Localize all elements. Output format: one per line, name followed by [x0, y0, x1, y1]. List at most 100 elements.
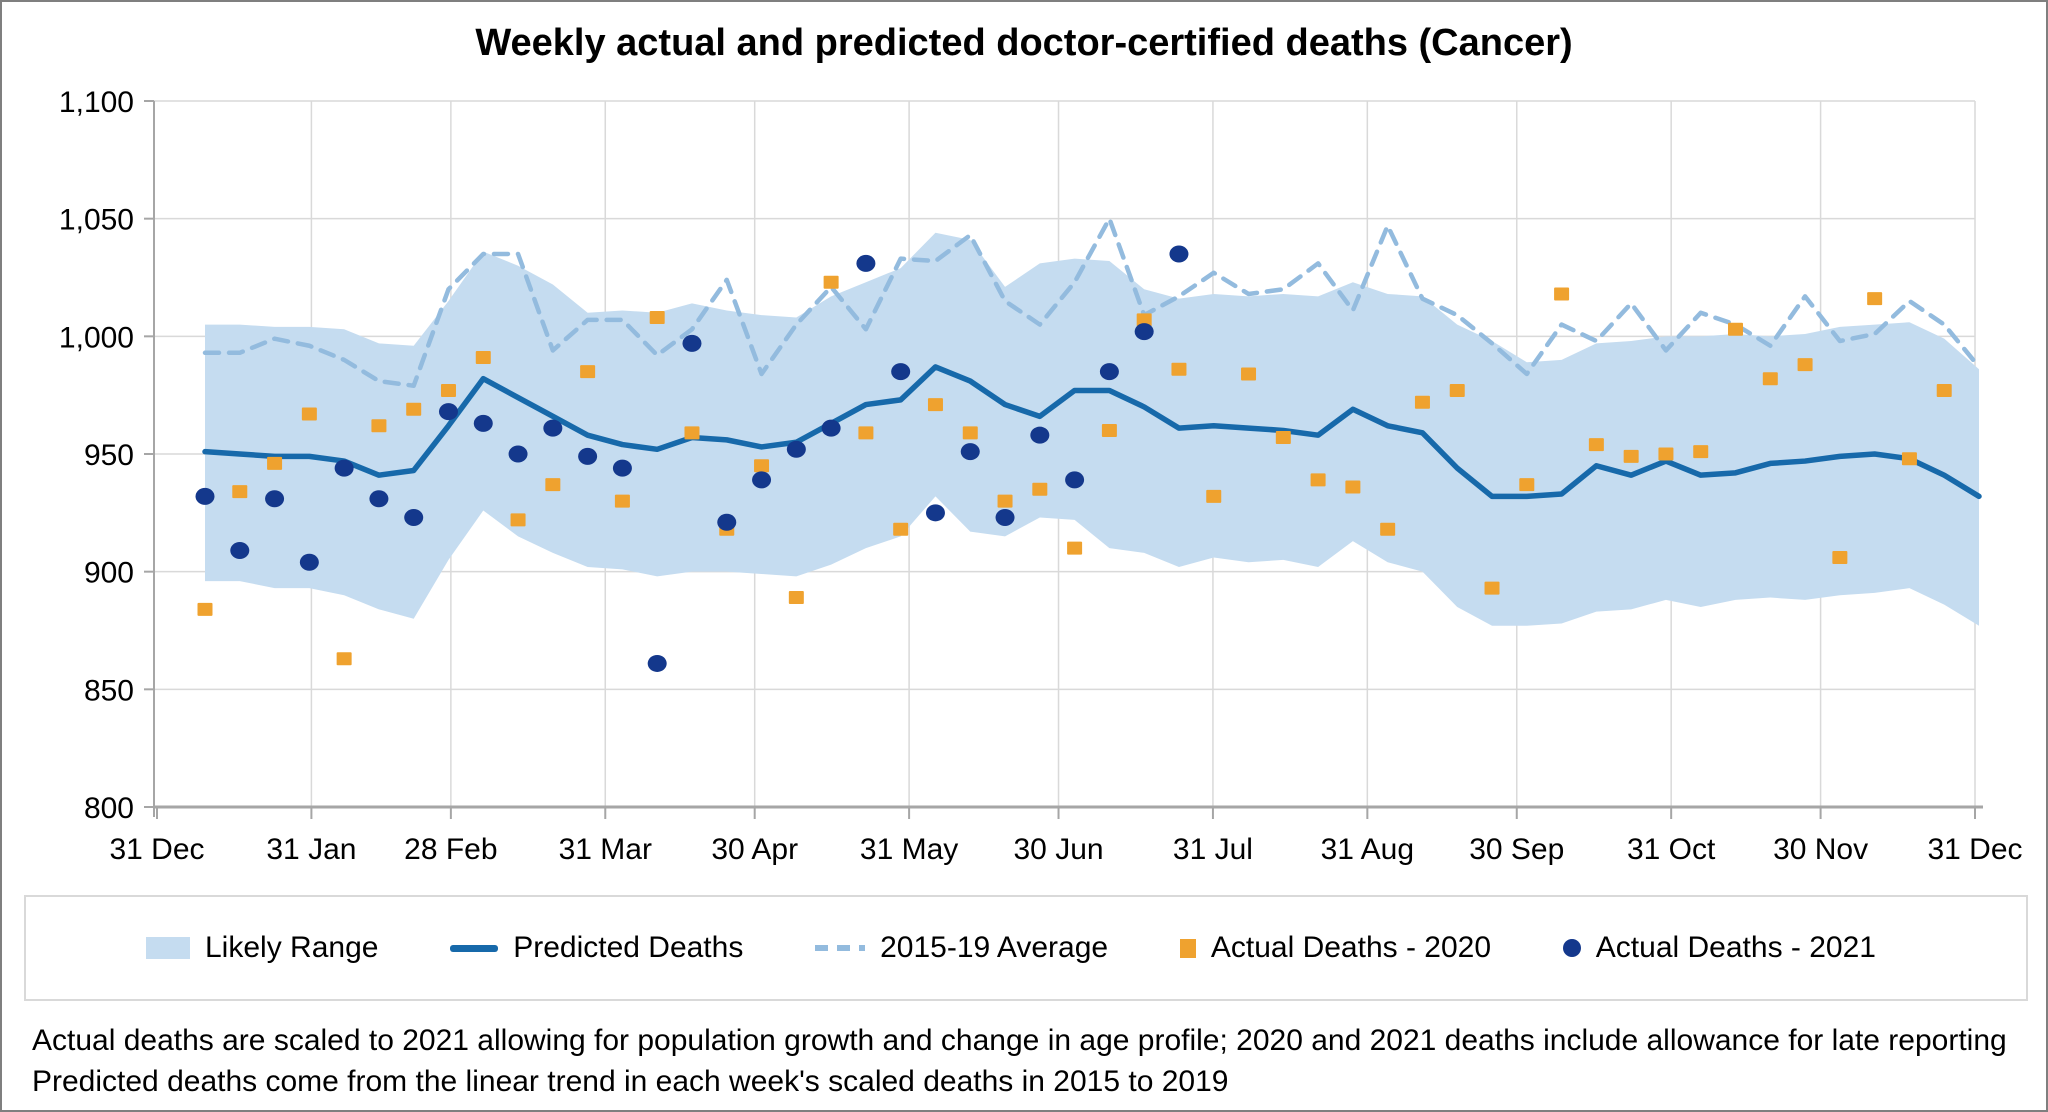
x-tick-label: 28 Feb — [404, 833, 497, 866]
actual-2020-point — [1554, 287, 1570, 301]
actual-2020-point — [614, 494, 630, 508]
actual-2021-point — [578, 447, 598, 465]
actual-2020-point — [1206, 489, 1222, 503]
y-tick-label: 850 — [84, 674, 134, 707]
actual-2020-point — [267, 456, 283, 470]
legend-item-2015-19-average: 2015-19 Average — [815, 931, 1108, 965]
y-tick-label: 1,000 — [59, 321, 134, 354]
average-2015-19-line — [202, 216, 1982, 389]
actual-2021-point — [1065, 471, 1085, 489]
actual-2020-point — [545, 478, 561, 492]
actual-2020-point — [1067, 541, 1083, 555]
actual-2021-point — [299, 553, 319, 571]
y-tick-label: 900 — [84, 557, 134, 590]
y-tick-label: 1,100 — [59, 86, 134, 119]
actual-2020-point — [858, 426, 874, 440]
actual-2021-point — [856, 254, 876, 272]
x-tick-label: 30 Apr — [711, 833, 798, 866]
legend-label: 2015-19 Average — [880, 931, 1109, 964]
actual-2021-point — [682, 334, 702, 352]
chart-title: Weekly actual and predicted doctor-certi… — [475, 22, 1573, 64]
x-tick-label: 30 Sep — [1469, 833, 1564, 866]
actual-2020-point — [1414, 395, 1430, 409]
x-tick-label: 31 Jan — [266, 833, 356, 866]
x-tick-label: 31 Dec — [1927, 833, 2022, 866]
actual-2021-point — [508, 445, 528, 463]
actual-2020-point — [580, 365, 596, 379]
actual-2021-point — [717, 513, 737, 531]
actual-2020-swatch-icon — [1179, 938, 1196, 958]
actual-2021-point — [473, 414, 493, 432]
actual-2021-point — [543, 419, 563, 437]
actual-2021-point — [438, 403, 458, 421]
y-tick-label: 1,050 — [59, 204, 134, 237]
actual-2020-point — [406, 402, 422, 416]
actual-2020-point — [754, 459, 770, 473]
actual-2020-point — [1241, 367, 1257, 381]
actual-2020-point — [1728, 322, 1744, 336]
actual-2020-point — [336, 652, 352, 666]
actual-2020-point — [1171, 362, 1187, 376]
x-tick-label: 31 Oct — [1627, 833, 1716, 866]
x-tick-label: 30 Nov — [1773, 833, 1868, 866]
predicted-deaths-line — [202, 364, 1982, 500]
actual-2020-point — [1623, 449, 1639, 463]
likely-range-band — [205, 232, 1979, 626]
actual-2020-point — [1484, 581, 1500, 595]
actual-2020-point — [1658, 447, 1674, 461]
actual-2021-point — [404, 509, 424, 527]
footnote-line-1: Actual deaths are scaled to 2021 allowin… — [32, 1024, 2007, 1057]
actual-2021-point — [786, 440, 806, 458]
actual-2020-point — [475, 351, 491, 365]
actual-2020-point — [649, 311, 665, 325]
actual-2020-point — [927, 398, 943, 412]
actual-2021-point — [821, 419, 841, 437]
actual-2021-point — [647, 654, 667, 672]
legend-item-actual-2021: Actual Deaths - 2021 — [1562, 931, 1876, 965]
actual-2021-point — [925, 504, 945, 522]
legend-item-actual-2020: Actual Deaths - 2020 — [1179, 931, 1492, 965]
actual-2021-point — [1099, 363, 1119, 381]
legend-label: Actual Deaths - 2020 — [1210, 931, 1492, 964]
actual-2021-swatch-icon — [1562, 939, 1581, 957]
actual-2020-point — [1936, 383, 1952, 397]
actual-2021-point — [995, 509, 1015, 527]
actual-2020-point — [1588, 438, 1604, 452]
predicted-line-swatch-icon — [450, 944, 499, 952]
actual-2020-point — [1032, 482, 1048, 496]
actual-2020-point — [1797, 358, 1813, 372]
actual-2021-point — [752, 471, 772, 489]
chart-legend: Likely Range Predicted Deaths 2015-19 Av… — [24, 895, 2028, 1001]
actual-2020-point — [1136, 313, 1152, 327]
actual-2021-point — [612, 459, 632, 477]
actual-2020-point — [1693, 445, 1709, 459]
actual-2021-point — [230, 541, 250, 559]
x-tick-label: 30 Jun — [1013, 833, 1103, 866]
actual-2021-point — [1030, 426, 1050, 444]
actual-2021-point — [960, 443, 980, 461]
actual-2020-point — [962, 426, 978, 440]
x-tick-label: 31 May — [860, 833, 958, 866]
actual-2020-point — [1310, 473, 1326, 487]
actual-2020-point — [1345, 480, 1361, 494]
actual-2020-point — [1449, 383, 1465, 397]
actual-2020-point — [1275, 431, 1291, 445]
actual-2020-point — [440, 383, 456, 397]
actual-2021-point — [369, 490, 389, 508]
x-tick-label: 31 Jul — [1173, 833, 1253, 866]
legend-label: Likely Range — [205, 931, 379, 964]
actual-2020-point — [510, 513, 526, 527]
actual-2020-point — [684, 426, 700, 440]
legend-label: Predicted Deaths — [513, 931, 744, 964]
actual-2020-point — [893, 522, 909, 536]
x-tick-label: 31 Aug — [1321, 833, 1414, 866]
actual-2021-point — [1169, 245, 1189, 263]
actual-2020-point — [1832, 551, 1848, 565]
y-tick-label: 800 — [84, 792, 134, 825]
actual-2020-point — [1519, 478, 1535, 492]
y-tick-label: 950 — [84, 439, 134, 472]
legend-item-likely-range: Likely Range — [146, 931, 378, 965]
actual-2021-point — [891, 363, 911, 381]
